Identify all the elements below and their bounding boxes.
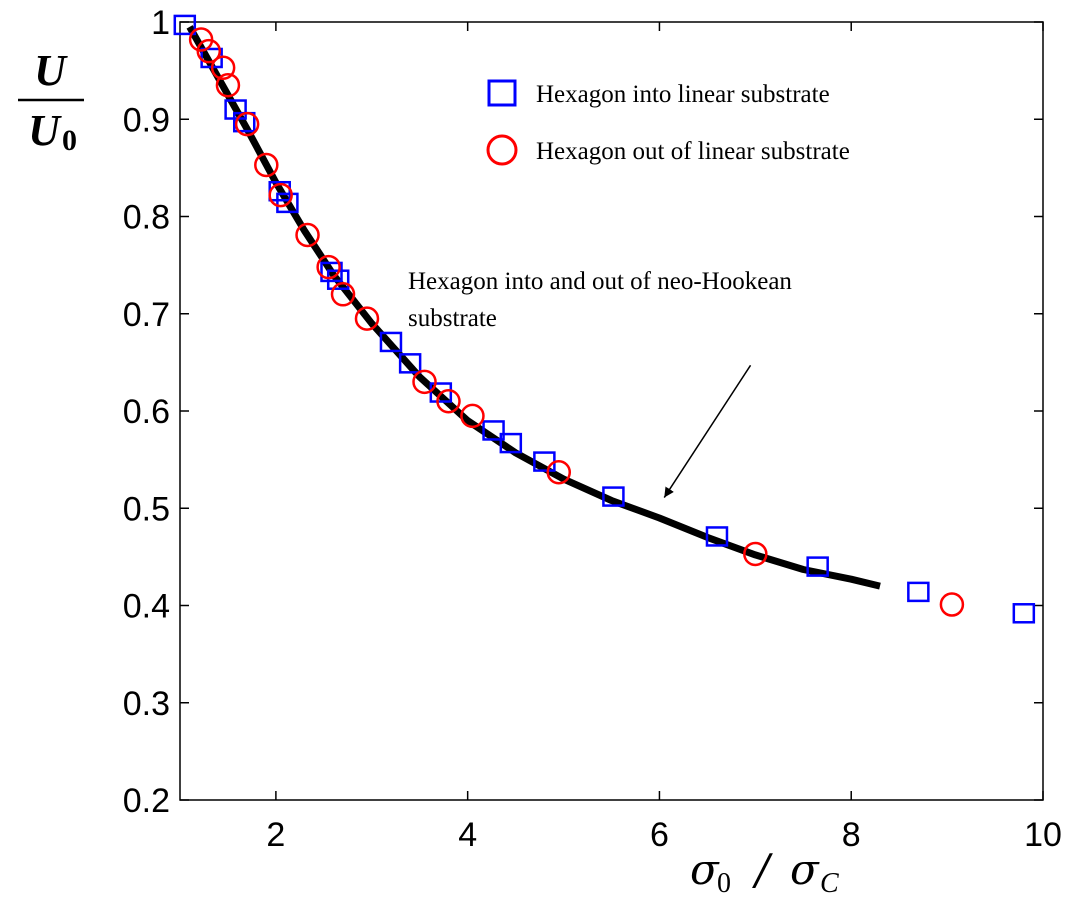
y-axis-label: U U 0 bbox=[18, 46, 84, 157]
square-marker bbox=[806, 556, 829, 577]
y-tick-label: 0.9 bbox=[123, 101, 170, 139]
legend-label-out: Hexagon out of linear substrate bbox=[536, 138, 850, 165]
y-tick-label: 1 bbox=[151, 4, 170, 42]
circle-marker bbox=[210, 55, 236, 80]
y-tick-label: 0.7 bbox=[123, 296, 170, 334]
square-marker bbox=[705, 526, 729, 547]
y-tick-label: 0.6 bbox=[123, 393, 170, 431]
square-marker bbox=[224, 99, 247, 120]
x-label-sigmaC: σ bbox=[790, 845, 820, 894]
legend: Hexagon into linear substrate Hexagon ou… bbox=[486, 79, 850, 166]
square-marker bbox=[276, 192, 299, 214]
square-marker bbox=[173, 14, 197, 36]
square-marker bbox=[482, 420, 505, 441]
y-tick-label: 0.8 bbox=[123, 199, 170, 237]
circle-marker bbox=[196, 38, 222, 64]
y-tick-label: 0.5 bbox=[123, 490, 170, 528]
x-tick-label: 6 bbox=[650, 816, 669, 854]
annotation-arrow bbox=[663, 364, 752, 498]
circle-marker bbox=[316, 254, 341, 280]
x-tick-label: 4 bbox=[458, 816, 477, 854]
x-tick-label: 10 bbox=[1024, 816, 1062, 854]
circle-marker bbox=[268, 182, 293, 208]
legend-square-marker bbox=[487, 79, 517, 107]
circle-marker bbox=[743, 541, 768, 567]
plot-area bbox=[179, 21, 1044, 801]
circle-marker bbox=[354, 306, 380, 331]
data-markers bbox=[173, 14, 1036, 624]
circle-marker bbox=[412, 369, 437, 395]
annotation-line-2: substrate bbox=[408, 305, 497, 332]
square-marker bbox=[499, 432, 523, 454]
axis-ticks bbox=[180, 21, 1044, 801]
x-tick-label: 8 bbox=[842, 816, 861, 854]
circle-marker bbox=[939, 592, 965, 617]
y-tick-label: 0.4 bbox=[123, 588, 170, 626]
square-marker bbox=[907, 581, 930, 603]
square-marker bbox=[1012, 603, 1036, 624]
y-label-denominator: U bbox=[28, 106, 62, 155]
square-marker bbox=[429, 382, 453, 403]
legend-label-into: Hexagon into linear substrate bbox=[536, 81, 830, 108]
circle-marker bbox=[330, 282, 356, 307]
x-label-subC: C bbox=[820, 868, 839, 899]
neo-hookean-curve bbox=[186, 25, 881, 590]
y-tick-label: 0.3 bbox=[123, 685, 170, 723]
square-marker bbox=[602, 486, 625, 507]
x-label-sigma0: σ bbox=[690, 845, 720, 894]
circle-marker bbox=[460, 403, 485, 429]
annotation: Hexagon into and out of neo-Hookean subs… bbox=[408, 268, 792, 498]
annotation-line-1: Hexagon into and out of neo-Hookean bbox=[408, 268, 792, 295]
x-tick-label: 2 bbox=[266, 816, 285, 854]
square-marker bbox=[379, 331, 403, 353]
circle-marker bbox=[546, 460, 572, 485]
tick-labels: 2 4 6 8 10 0.2 0.3 0.4 0.5 0.6 0.7 0.8 0.9 1 bbox=[123, 4, 1062, 854]
neo-hookean-curve-group bbox=[186, 25, 881, 590]
circle-marker bbox=[436, 389, 461, 414]
circle-marker bbox=[295, 222, 320, 248]
y-label-subscript: 0 bbox=[62, 124, 77, 157]
x-label-separator: / bbox=[742, 845, 783, 894]
x-label-sub0: 0 bbox=[717, 868, 731, 899]
circle-marker bbox=[215, 72, 241, 98]
legend-circle-marker bbox=[486, 134, 518, 166]
circle-marker bbox=[254, 152, 279, 178]
square-marker bbox=[398, 353, 422, 374]
circle-marker bbox=[234, 111, 260, 137]
y-label-numerator: U bbox=[34, 46, 68, 95]
y-tick-label: 0.2 bbox=[123, 782, 170, 820]
x-axis-label: σ 0 / σ C bbox=[690, 845, 839, 899]
